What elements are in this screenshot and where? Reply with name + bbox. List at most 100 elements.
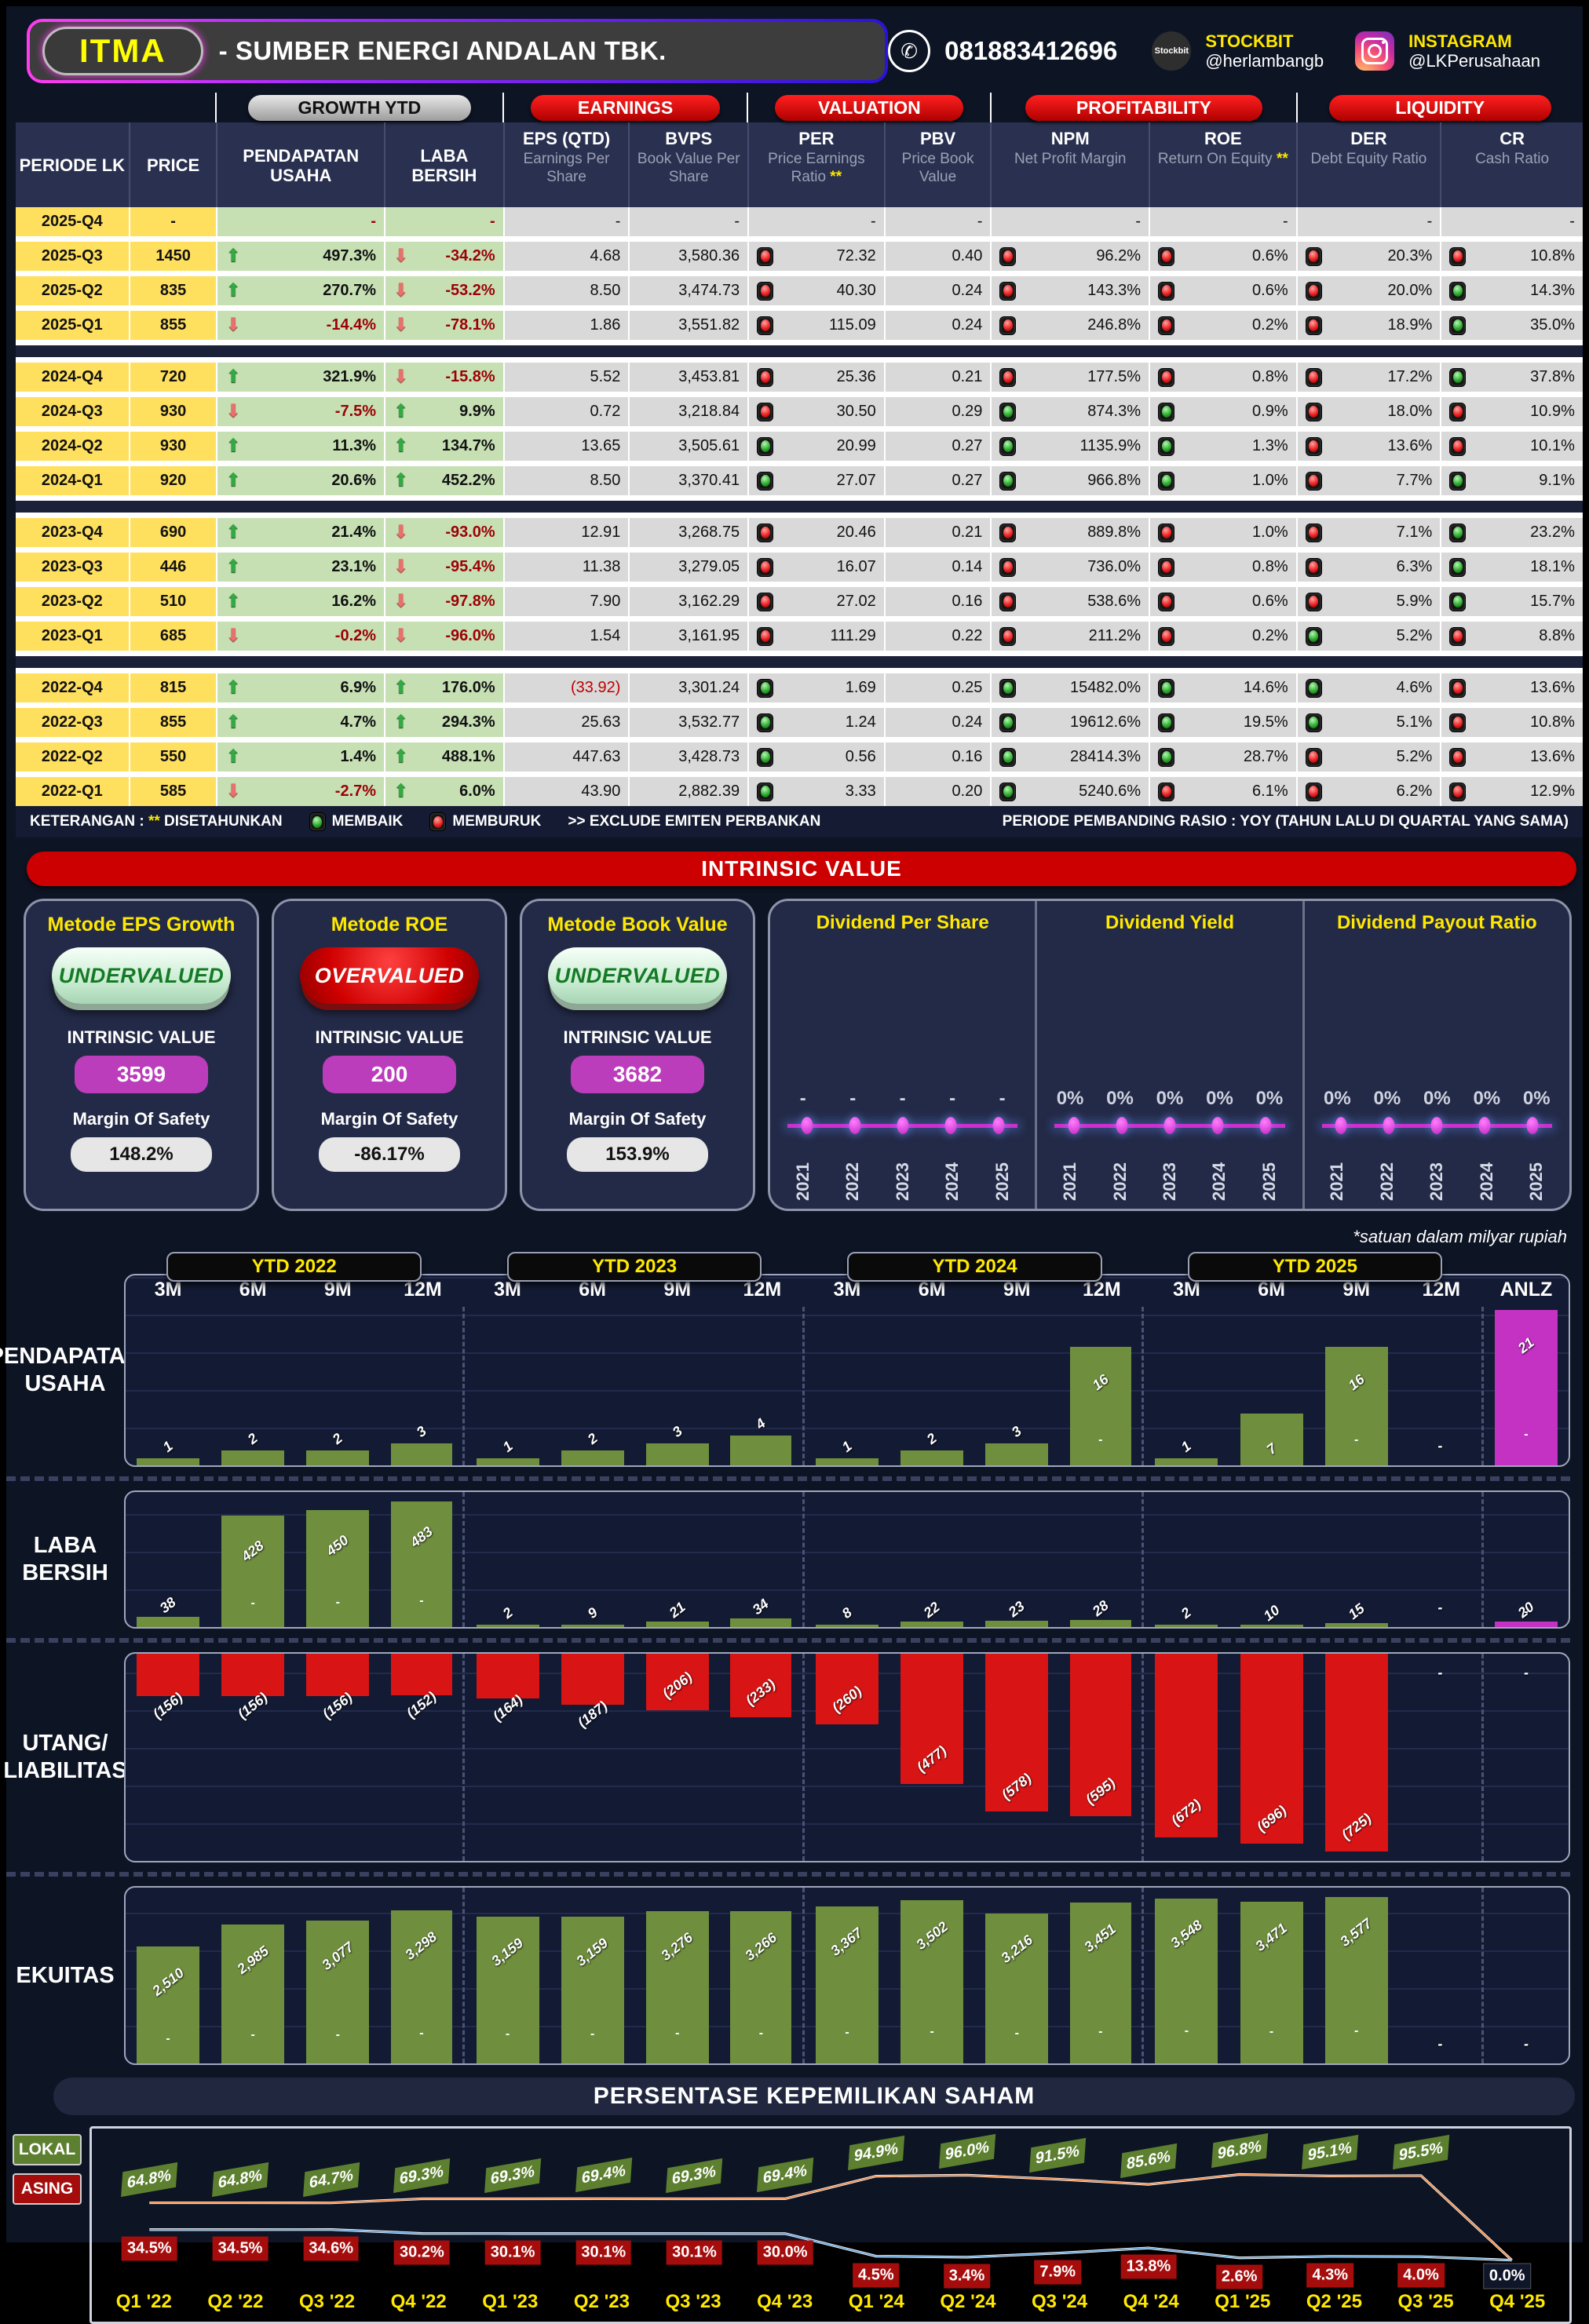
title-bar-inner: ITMA - SUMBER ENERGI ANDALAN TBK. — [30, 22, 886, 80]
ratio-cell: 4.6% — [1295, 673, 1441, 702]
number-value: 12.91 — [581, 524, 621, 541]
dividend-value: 0% — [1156, 1088, 1184, 1109]
chart-column: 10 — [1229, 1492, 1314, 1627]
chart-column: 2 — [889, 1307, 974, 1465]
bar — [985, 1914, 1049, 2063]
growth-value: -97.8% — [445, 593, 495, 610]
bar-label: - — [1390, 1600, 1489, 1616]
ratio-value: - — [1135, 213, 1142, 230]
ratio-value: 538.6% — [1087, 593, 1142, 610]
chart-column: 38 — [126, 1492, 210, 1627]
growth-value: 488.1% — [441, 748, 495, 765]
period-cell: 2025-Q2 — [16, 276, 129, 305]
bar-sub-label: - — [845, 2026, 849, 2040]
green-led-icon — [999, 678, 1017, 698]
valuation-verdict-badge: UNDERVALUED — [51, 947, 232, 1004]
method-card-title: Metode Book Value — [547, 914, 728, 936]
ratio-value: 16.07 — [836, 558, 876, 575]
dividend-point-icon — [1211, 1117, 1224, 1134]
ratio-value: 13.6% — [1530, 679, 1575, 696]
intrinsic-value-number: 200 — [322, 1056, 457, 1093]
growth-value: 497.3% — [323, 247, 377, 265]
price-cell: 815 — [128, 673, 217, 702]
ratio-cell: 1.3% — [1149, 432, 1296, 461]
ratio-cell: - — [1149, 207, 1296, 236]
group-pill: PROFITABILITY — [1025, 94, 1262, 121]
red-led-icon — [1449, 747, 1467, 767]
dividend-line-chart — [1050, 1115, 1289, 1138]
column-title: DER — [1350, 129, 1387, 148]
dividend-section-dividend_per_share: Dividend Per Share - - - - -2021 2022 2023 2024 2… — [770, 901, 1035, 1209]
growth-value: 321.9% — [323, 368, 377, 385]
ratio-value: - — [1569, 213, 1575, 230]
ratio-value: 20.0% — [1387, 282, 1433, 299]
intrinsic-value-label: INTRINSIC VALUE — [67, 1027, 216, 1047]
number-cell: 0.22 — [883, 622, 991, 651]
ytd-pill: YTD 2022 — [124, 1250, 464, 1283]
chart-column: (187) — [550, 1654, 635, 1861]
growth-cell: ⬇ -2.7% — [216, 777, 385, 806]
quarter-label: Q2 '22 — [207, 2291, 264, 2312]
table-row: 2022-Q3 855 ⬆ 4.7% ⬆ 294.3% 25.63 3,532.77 1.24 0… — [16, 708, 1583, 737]
chart-column-label: 12M — [1422, 1279, 1461, 1301]
bar — [137, 1946, 200, 2063]
bar — [476, 1625, 539, 1627]
table-row: 2025-Q3 1450 ⬆ 497.3% ⬇ -34.2% 4.68 3,580.36 72.… — [16, 242, 1583, 271]
annualized-star: ** — [826, 169, 842, 186]
number-value: 0.25 — [952, 679, 983, 696]
dividend-value: 0% — [1324, 1088, 1351, 1109]
quarter-label: Q3 '22 — [299, 2291, 356, 2312]
down-arrow-icon: ⬇ — [393, 280, 409, 301]
method-card-roe: Metode ROE OVERVALUED INTRINSIC VALUE 200 Ma… — [272, 899, 507, 1211]
dividend-value: 0% — [1473, 1088, 1501, 1109]
bar — [815, 1458, 879, 1465]
ratio-value: 72.32 — [836, 247, 876, 265]
red-led-icon — [999, 316, 1017, 335]
growth-value: -15.8% — [445, 368, 495, 385]
number-value: 25.63 — [581, 713, 621, 731]
ticker-badge: ITMA — [42, 27, 203, 75]
column-title: NPM — [1050, 129, 1090, 148]
red-led-icon — [999, 626, 1017, 646]
quarter-label: Q3 '25 — [1397, 2291, 1454, 2312]
table-row: 2025-Q2 835 ⬆ 270.7% ⬇ -53.2% 8.50 3,474.73 40.3… — [16, 276, 1583, 305]
chart-panel: 3M 6M 9M 12M 3M 6M 9M 12M 3M 6M 9M 12M 3M 6M 9M 12M ANLZ… — [124, 1274, 1570, 1467]
chart-column: 1 — [1144, 1307, 1229, 1465]
table-rows: 2025-Q4- - - - - - - - - - -2025-Q3 1450 ⬆ 497.3% ⬇ -34… — [16, 207, 1583, 806]
bar-sub-label: - — [419, 2026, 424, 2040]
chart-column: 21 — [635, 1492, 720, 1627]
ratio-value: 736.0% — [1087, 558, 1142, 575]
number-value: 0.27 — [952, 472, 983, 489]
price-cell: 930 — [128, 397, 217, 426]
chart-row-utang_liabilitas: UTANG/ LIABILITAS (156) (156) (156) (152) (16… — [3, 1652, 1570, 1862]
number-value: 0.40 — [952, 247, 983, 265]
number-cell: 0.16 — [883, 742, 991, 772]
ratio-cell: 10.8% — [1440, 242, 1583, 271]
bar-value: 2 — [923, 1430, 940, 1448]
period-cell: 2025-Q4 — [16, 207, 129, 236]
red-led-icon — [757, 316, 774, 335]
red-led-icon — [1305, 471, 1322, 491]
column-title: EPS (QTD) — [522, 129, 611, 148]
whatsapp-icon: ✆ — [888, 30, 931, 72]
dividend-year-label: 2024 — [942, 1162, 963, 1201]
legend-memburuk: MEMBURUK — [429, 812, 541, 831]
chart-column-label: 9M — [1003, 1279, 1031, 1301]
group-header-cell: VALUATION — [747, 93, 990, 122]
ratio-cell: 0.2% — [1149, 622, 1296, 651]
bar — [476, 1458, 539, 1465]
asing-label: 7.9% — [1034, 2260, 1082, 2285]
chart-panel: (156) (156) (156) (152) (164) (187) (206) (233)… — [124, 1652, 1570, 1862]
ratio-cell: 111.29 — [747, 622, 884, 651]
ratio-value: 17.2% — [1387, 368, 1433, 385]
bar-label: 21 — [1475, 1334, 1569, 1356]
green-led-icon — [1449, 281, 1467, 301]
ratio-value: 5.9% — [1396, 593, 1433, 610]
asing-label: 34.5% — [121, 2236, 177, 2261]
green-led-icon — [757, 436, 774, 456]
period-cell: 2024-Q2 — [16, 432, 129, 461]
quarter-label: Q2 '24 — [940, 2291, 996, 2312]
period-cell: 2025-Q3 — [16, 242, 129, 271]
chart-column-label: 3M — [154, 1279, 182, 1301]
column-subtitle: Earnings Per Share — [523, 151, 610, 186]
